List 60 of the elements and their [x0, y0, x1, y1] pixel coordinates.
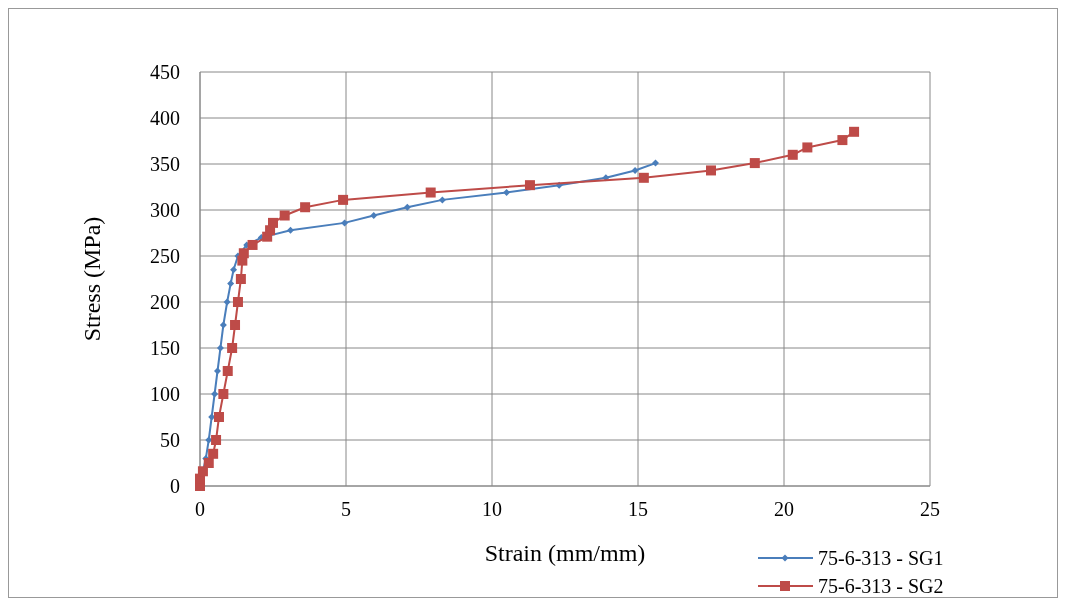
point — [230, 266, 238, 274]
point — [638, 172, 649, 183]
point — [222, 366, 233, 376]
point — [211, 390, 219, 398]
y-tick-label: 400 — [150, 107, 180, 129]
x-tick-label: 20 — [774, 498, 794, 520]
point — [370, 212, 378, 220]
y-tick-label: 150 — [150, 337, 180, 359]
point — [219, 321, 227, 329]
point — [524, 180, 535, 191]
point — [247, 239, 258, 250]
point — [706, 165, 716, 176]
point — [218, 389, 229, 399]
y-axis-title: Stress (MPa) — [79, 216, 105, 342]
point — [403, 203, 411, 211]
point — [787, 149, 798, 160]
x-axis-title: Strain (mm/mm) — [484, 540, 646, 566]
legend-label: 75-6-313 - SG2 — [818, 575, 944, 597]
point — [300, 202, 311, 213]
x-tick-label: 10 — [482, 498, 502, 520]
x-tick-label: 15 — [628, 498, 648, 520]
y-tick-label: 0 — [170, 475, 180, 497]
x-tick-label: 0 — [195, 498, 205, 520]
point — [203, 458, 214, 468]
point — [238, 248, 249, 259]
y-tick-label: 450 — [150, 61, 180, 83]
point — [503, 189, 511, 197]
y-tick-label: 300 — [150, 199, 180, 221]
point — [223, 298, 231, 306]
x-tick-label: 25 — [920, 498, 940, 520]
point — [214, 367, 222, 375]
point — [749, 158, 760, 169]
point — [208, 448, 219, 459]
point — [837, 135, 848, 146]
point — [211, 435, 222, 445]
point — [341, 219, 349, 227]
point — [230, 320, 241, 330]
point — [338, 194, 349, 205]
point — [279, 210, 290, 221]
point — [425, 187, 436, 198]
point — [232, 297, 243, 307]
point — [631, 166, 639, 174]
legend-label: 75-6-313 - SG1 — [818, 547, 944, 569]
x-tick-label: 5 — [341, 498, 351, 520]
point — [287, 226, 295, 234]
y-tick-label: 50 — [160, 429, 180, 451]
point — [802, 142, 813, 153]
y-tick-label: 200 — [150, 291, 180, 313]
point — [268, 217, 278, 228]
point — [438, 196, 446, 204]
point — [652, 159, 660, 167]
point — [213, 412, 224, 422]
y-tick-label: 250 — [150, 245, 180, 267]
point — [235, 274, 246, 284]
point — [216, 344, 224, 352]
point — [227, 343, 238, 353]
point — [849, 126, 860, 137]
y-tick-label: 350 — [150, 153, 180, 175]
point — [227, 280, 235, 288]
y-tick-label: 100 — [150, 383, 180, 405]
